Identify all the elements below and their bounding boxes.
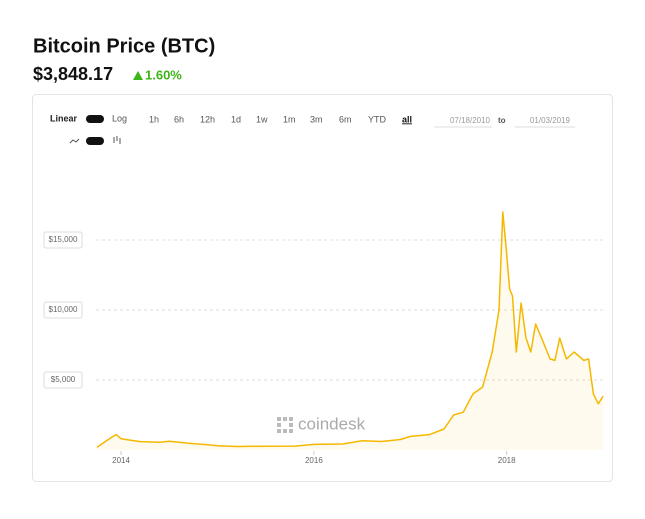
range-button[interactable]: YTD — [368, 114, 387, 124]
price-line — [96, 211, 604, 448]
up-arrow — [133, 71, 143, 80]
range-button[interactable]: 1d — [231, 114, 241, 124]
area — [96, 212, 604, 450]
watermark-icon — [277, 417, 293, 433]
y-tick-label: $10,000 — [49, 305, 78, 314]
title: Bitcoin Price (BTC) — [33, 35, 215, 57]
scale-option: Linear — [50, 113, 78, 123]
y-tick-label: $15,000 — [49, 235, 78, 244]
y-tick-box — [43, 371, 83, 389]
card — [32, 94, 613, 482]
range-button[interactable]: all — [402, 114, 412, 124]
candle-icon[interactable] — [113, 136, 121, 144]
x-tick-label: 2018 — [498, 456, 516, 465]
y-tick-label: $5,000 — [51, 375, 76, 384]
change: 1.60% — [145, 67, 182, 82]
range-button[interactable]: 6m — [339, 114, 352, 124]
y-tick-box — [43, 301, 83, 319]
watermark: coindesk — [298, 414, 366, 433]
scale-toggle[interactable] — [86, 115, 104, 123]
y-tick-box — [43, 231, 83, 249]
price: $3,848.17 — [33, 64, 113, 84]
range-button[interactable]: 1h — [149, 114, 159, 124]
range-button[interactable]: 1m — [283, 114, 296, 124]
from-date[interactable]: 07/18/2010 — [450, 116, 491, 125]
range-button[interactable]: 1w — [256, 114, 268, 124]
to-date[interactable]: 01/03/2019 — [530, 116, 571, 125]
line-icon[interactable] — [69, 138, 80, 144]
range-button[interactable]: 6h — [174, 114, 184, 124]
x-tick-label: 2014 — [112, 456, 130, 465]
scale-option[interactable]: Log — [112, 113, 127, 123]
type-toggle[interactable] — [86, 137, 104, 145]
range-button[interactable]: 3m — [310, 114, 323, 124]
to-label: to — [498, 116, 506, 125]
range-button[interactable]: 12h — [200, 114, 215, 124]
x-tick-label: 2016 — [305, 456, 323, 465]
